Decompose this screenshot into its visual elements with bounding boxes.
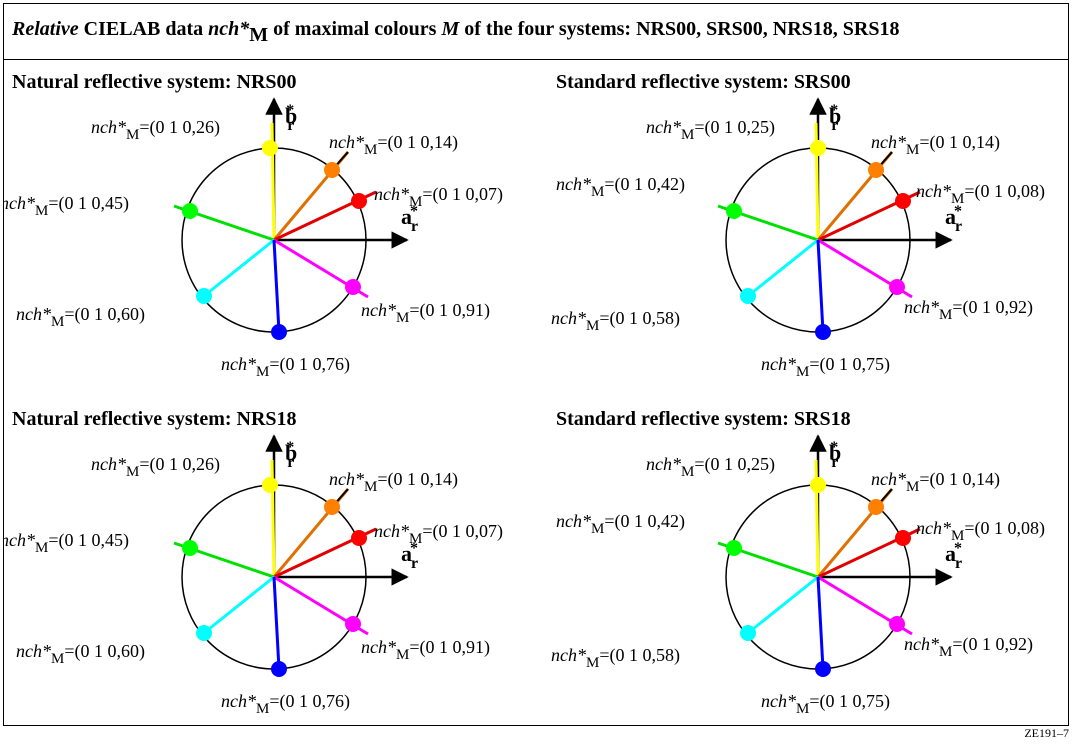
panel-2-label-green: nch*M=(0 1 0,42): [556, 174, 685, 200]
panel-1-ray-cyan: [203, 238, 275, 298]
panel-4-label-magenta: nch*M=(0 1 0,92): [904, 634, 1033, 660]
panel-4-dot-blue: [815, 661, 831, 677]
panel-1-ray-blue: [272, 239, 281, 333]
panel-1-dot-red: [351, 193, 367, 209]
panel-3-label-magenta: nch*M=(0 1 0,91): [361, 637, 490, 663]
panel-3-a-axis-label: a* r: [401, 540, 418, 572]
panel-2-dot-red: [895, 193, 911, 209]
panel-3-dot-orange: [324, 499, 340, 515]
panel-1-dot-magenta: [345, 279, 361, 295]
panel-4-label-blue: nch*M=(0 1 0,75): [761, 691, 890, 717]
panel-4-label-red: nch*M=(0 1 0,08): [916, 518, 1045, 544]
panel-3-dot-cyan: [196, 625, 212, 641]
panel-2-dot-yellow: [810, 140, 826, 156]
panel-3-ray-cyan: [203, 575, 275, 635]
panel-4-label-green: nch*M=(0 1 0,42): [556, 511, 685, 537]
title-part-nch: nch*: [208, 18, 250, 40]
panel-2-b-axis-label: b* r: [829, 102, 841, 134]
panel-2-dot-cyan: [740, 288, 756, 304]
panel-1-label-yellow: nch*M=(0 1 0,26): [91, 117, 220, 143]
title-bar: Relative CIELAB data nch*M of maximal co…: [4, 4, 1068, 60]
panel-3-ray-blue: [272, 576, 281, 670]
panel-4-dot-magenta: [889, 616, 905, 632]
panel-4-dot-green: [726, 540, 742, 556]
title-part-maximal: of maximal colours: [268, 18, 442, 40]
panel-2-label-blue: nch*M=(0 1 0,75): [761, 354, 890, 380]
panel-4-dot-cyan: [740, 625, 756, 641]
figure-frame: Relative CIELAB data nch*M of maximal co…: [3, 3, 1069, 726]
panel-2-a-axis-label: a* r: [945, 203, 962, 235]
panel-3-label-green: nch*M=(0 1 0,45): [4, 530, 129, 556]
panel-4-dot-red: [895, 530, 911, 546]
panel-1-dot-yellow: [262, 140, 278, 156]
panel-1-label-orange: nch*M=(0 1 0,14): [329, 132, 458, 158]
panel-3-dot-yellow: [262, 477, 278, 493]
panel-1-b-axis-label: b* r: [285, 102, 297, 134]
figure-title: Relative CIELAB data nch*M of maximal co…: [12, 18, 900, 46]
panel-1-label-green: nch*M=(0 1 0,45): [4, 193, 129, 219]
panel-2-ray-cyan: [747, 238, 819, 298]
panel-2-label-cyan: nch*M=(0 1 0,58): [551, 308, 680, 334]
panel-3-dot-green: [182, 540, 198, 556]
panel-4-a-axis-label: a* r: [945, 540, 962, 572]
panel-2-dot-blue: [815, 324, 831, 340]
panel-3-label-yellow: nch*M=(0 1 0,26): [91, 454, 220, 480]
panel-1-a-axis-label: a* r: [401, 203, 418, 235]
panel-4-label-orange: nch*M=(0 1 0,14): [871, 469, 1000, 495]
panel-2-label-orange: nch*M=(0 1 0,14): [871, 132, 1000, 158]
title-part-systems: of the four systems: NRS00, SRS00, NRS18…: [459, 18, 900, 40]
figure-code: ZE191–7: [1024, 726, 1069, 740]
panel-4-ray-cyan: [747, 575, 819, 635]
panel-2-dot-orange: [868, 162, 884, 178]
title-part-cielab: CIELAB data: [78, 18, 209, 40]
panel-4-label-cyan: nch*M=(0 1 0,58): [551, 645, 680, 671]
panel-3-b-axis-label: b* r: [285, 439, 297, 471]
panel-2-dot-green: [726, 203, 742, 219]
panel-1-dot-blue: [271, 324, 287, 340]
panel-4-dot-yellow: [810, 477, 826, 493]
panel-2-dot-magenta: [889, 279, 905, 295]
panel-1-label-blue: nch*M=(0 1 0,76): [221, 354, 350, 380]
panel-3-dot-blue: [271, 661, 287, 677]
panel-3-dot-magenta: [345, 616, 361, 632]
panel-3-label-orange: nch*M=(0 1 0,14): [329, 469, 458, 495]
title-part-sub: M: [249, 24, 269, 46]
panel-3-title: Natural reflective system: NRS18: [12, 408, 297, 430]
panel-1-label-red: nch*M=(0 1 0,07): [374, 184, 503, 210]
title-part-relative: Relative: [12, 18, 79, 40]
panel-1-label-magenta: nch*M=(0 1 0,91): [361, 300, 490, 326]
panel-4-b-axis-label: b* r: [829, 439, 841, 471]
panel-1-title: Natural reflective system: NRS00: [12, 71, 297, 93]
panel-3-dot-red: [351, 530, 367, 546]
panel-2-ray-blue: [816, 239, 825, 333]
panel-2-title: Standard reflective system: SRS00: [556, 71, 851, 93]
panel-1-dot-cyan: [196, 288, 212, 304]
panel-1-dot-green: [182, 203, 198, 219]
panel-1-dot-orange: [324, 162, 340, 178]
panel-4-title: Standard reflective system: SRS18: [556, 408, 851, 430]
panel-3-label-cyan: nch*M=(0 1 0,60): [16, 641, 145, 667]
panel-1-label-cyan: nch*M=(0 1 0,60): [16, 304, 145, 330]
panel-3-label-blue: nch*M=(0 1 0,76): [221, 691, 350, 717]
title-part-m: M: [441, 18, 460, 40]
panel-2-label-yellow: nch*M=(0 1 0,25): [646, 117, 775, 143]
panel-4-ray-blue: [816, 576, 825, 670]
panel-2-label-magenta: nch*M=(0 1 0,92): [904, 297, 1033, 323]
panel-3-label-red: nch*M=(0 1 0,07): [374, 521, 503, 547]
panel-2-label-red: nch*M=(0 1 0,08): [916, 181, 1045, 207]
panel-4-label-yellow: nch*M=(0 1 0,25): [646, 454, 775, 480]
panel-4-dot-orange: [868, 499, 884, 515]
